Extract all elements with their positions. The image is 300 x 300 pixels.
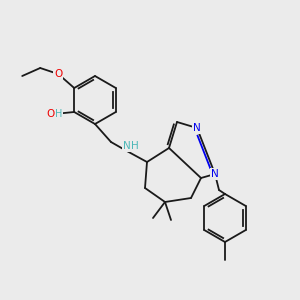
Text: N: N <box>211 169 219 179</box>
Text: N: N <box>123 141 131 151</box>
Text: O: O <box>46 109 54 119</box>
Text: N: N <box>193 123 201 133</box>
Text: H: H <box>131 141 139 151</box>
Text: O: O <box>54 69 62 79</box>
Text: H: H <box>55 109 62 119</box>
